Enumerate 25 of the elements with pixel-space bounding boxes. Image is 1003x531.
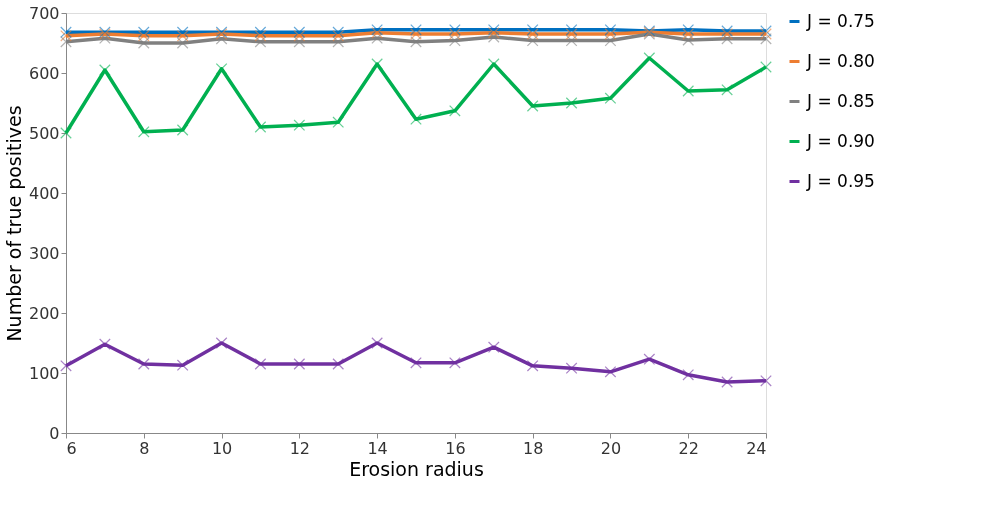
- legend-label: J = 0.85: [806, 90, 875, 111]
- x-tick-label: 10: [211, 438, 233, 458]
- y-tick-label: 0: [49, 423, 60, 443]
- x-tick-label: 6: [66, 438, 77, 458]
- y-tick-label: 700: [28, 3, 60, 23]
- x-tick-label: 20: [600, 438, 622, 458]
- y-tick-label: 100: [28, 363, 60, 383]
- y-tick-label: 300: [28, 243, 60, 263]
- legend-label: J = 0.80: [806, 50, 875, 71]
- x-tick-label: 12: [289, 438, 311, 458]
- y-tick-label: 400: [28, 183, 60, 203]
- x-tick-label: 16: [445, 438, 466, 458]
- y-tick-label: 600: [28, 63, 60, 83]
- legend-label: J = 0.95: [806, 170, 875, 191]
- y-axis-title: Number of true positives: [2, 105, 25, 342]
- x-axis-title: Erosion radius: [349, 457, 484, 480]
- x-tick-label: 22: [678, 438, 699, 458]
- x-tick-label: 18: [522, 438, 544, 458]
- y-tick-label: 200: [28, 303, 60, 323]
- x-tick-label: 24: [746, 438, 767, 458]
- x-tick-label: 8: [139, 438, 150, 458]
- x-tick-label: 14: [367, 438, 388, 458]
- legend-label: J = 0.75: [806, 10, 875, 31]
- legend-label: J = 0.90: [806, 130, 875, 151]
- y-tick-label: 500: [28, 123, 60, 143]
